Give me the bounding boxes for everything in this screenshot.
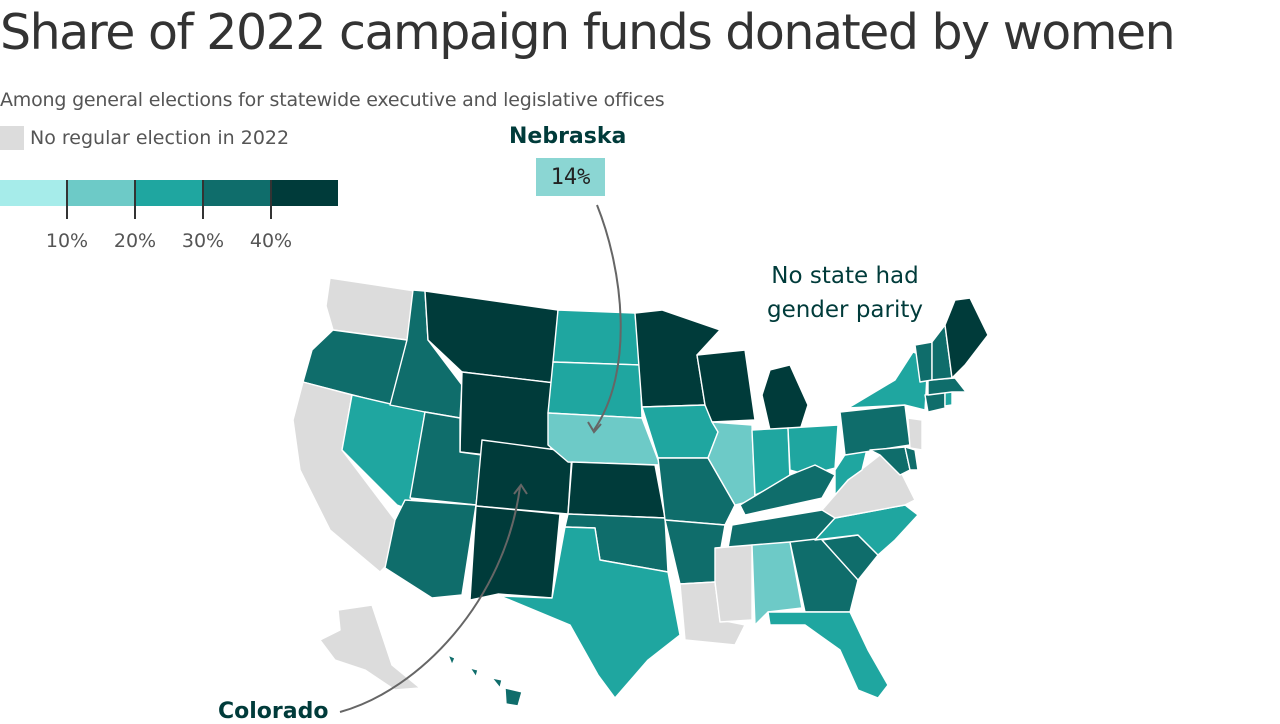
state-fl[interactable] bbox=[767, 611, 889, 699]
state-ne[interactable] bbox=[547, 412, 661, 466]
state-wi[interactable] bbox=[696, 349, 756, 423]
no-election-legend: No regular election in 2022 bbox=[0, 125, 289, 151]
state-ma[interactable] bbox=[927, 377, 967, 396]
scale-bin-4 bbox=[202, 180, 271, 206]
state-sd[interactable] bbox=[547, 361, 643, 419]
state-de[interactable] bbox=[904, 446, 919, 471]
state-ak[interactable] bbox=[319, 604, 421, 691]
state-al[interactable] bbox=[751, 541, 803, 626]
state-nd[interactable] bbox=[552, 309, 641, 366]
scale-bin-3 bbox=[135, 180, 203, 206]
tick-label-30: 30% bbox=[181, 230, 225, 252]
state-ri[interactable] bbox=[944, 391, 953, 407]
parity-note: No state had gender parity bbox=[766, 263, 923, 323]
state-md[interactable] bbox=[869, 446, 911, 476]
tick-label-20: 20% bbox=[113, 230, 157, 252]
nebraska-label: Nebraska bbox=[509, 124, 627, 149]
scale-bin-5 bbox=[270, 180, 338, 206]
state-tx[interactable] bbox=[499, 526, 681, 699]
scale-bin-1 bbox=[0, 180, 68, 206]
state-az[interactable] bbox=[384, 499, 477, 599]
chart-title: Share of 2022 campaign funds donated by … bbox=[0, 4, 1176, 61]
scale-tick bbox=[66, 180, 68, 219]
state-nj[interactable] bbox=[907, 417, 923, 451]
nebraska-value: 14% bbox=[536, 158, 605, 196]
no-election-swatch bbox=[0, 126, 24, 150]
state-il[interactable] bbox=[707, 421, 756, 506]
state-mi[interactable] bbox=[761, 364, 809, 431]
state-hi[interactable] bbox=[447, 654, 523, 707]
no-election-label: No regular election in 2022 bbox=[30, 127, 290, 149]
state-ms[interactable] bbox=[714, 544, 753, 623]
state-me[interactable] bbox=[944, 297, 989, 379]
color-scale bbox=[0, 180, 338, 206]
scale-tick bbox=[270, 180, 272, 219]
state-ks[interactable] bbox=[567, 461, 666, 519]
colorado-label: Colorado bbox=[218, 699, 329, 724]
state-ny[interactable] bbox=[847, 351, 929, 411]
arrowhead bbox=[587, 421, 602, 434]
scale-tick bbox=[134, 180, 136, 219]
scale-bin-2 bbox=[67, 180, 136, 206]
state-mo[interactable] bbox=[657, 457, 736, 526]
nebraska-callout-arrow bbox=[593, 204, 622, 431]
scale-tick bbox=[202, 180, 204, 219]
chart-subtitle: Among general elections for statewide ex… bbox=[0, 89, 665, 111]
state-nm[interactable] bbox=[469, 505, 561, 601]
tick-label-10: 10% bbox=[45, 230, 89, 252]
tick-label-40: 40% bbox=[249, 230, 293, 252]
arrowhead bbox=[513, 483, 528, 495]
colorado-callout-arrow bbox=[339, 486, 521, 713]
